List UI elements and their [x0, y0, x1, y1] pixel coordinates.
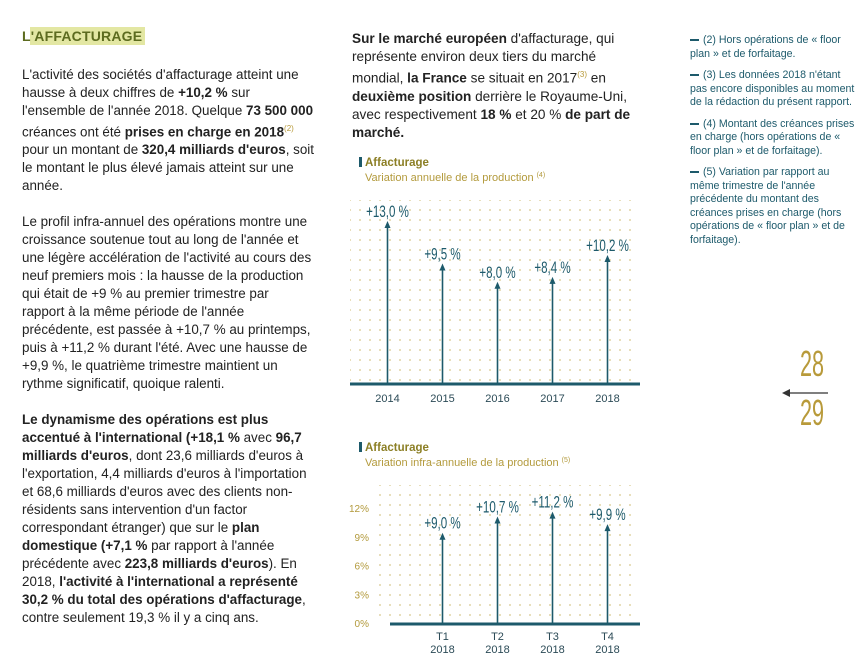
- footnote: (3) Les données 2018 n'étant pas encore …: [690, 69, 855, 108]
- chart-title: Affacturage: [365, 442, 429, 454]
- x-tick-label: T3 2018: [540, 631, 565, 656]
- text-run: plan domestique (+7,1 %: [22, 520, 260, 554]
- x-tick-label: T1 2018: [430, 631, 455, 656]
- x-tick-label: 2016: [485, 393, 510, 405]
- y-tick-label: 12%: [349, 504, 369, 515]
- chart-svg: Affacturage Variation infra-annuelle de l…: [349, 442, 640, 630]
- note-ref: (5): [562, 457, 571, 464]
- text-run: par rapport à l'année précédente avec: [22, 538, 275, 572]
- text-run: 73 500 000: [246, 103, 314, 118]
- x-tick-label: T4 2018: [595, 631, 620, 656]
- stem-head: [494, 516, 501, 524]
- text-run: , contre seulement 19,3 % il y a cinq an…: [22, 592, 306, 626]
- x-tick-label: 2018: [595, 393, 620, 405]
- title-marker: [359, 442, 362, 452]
- footnotes: (2) Hors opérations de « floor plan » et…: [690, 34, 855, 255]
- stem-head: [439, 532, 446, 540]
- text-run: 96,7 milliards d'euros: [22, 430, 302, 464]
- text-run: Le profil infra-annuel des opérations mo…: [22, 214, 312, 392]
- x-tick-label: 2014: [375, 393, 400, 405]
- paragraph: L'activité des sociétés d'affacturage at…: [22, 66, 314, 195]
- stem-head: [549, 276, 556, 284]
- value-label: +9,5 %: [424, 246, 460, 265]
- y-tick-label: 3%: [355, 590, 370, 601]
- text-run: Le dynamisme des opérations est plus acc…: [22, 412, 269, 446]
- x-tick-label: T2 2018: [485, 631, 510, 656]
- dot-grid: [375, 485, 637, 621]
- stem-head: [549, 511, 556, 519]
- chart: Affacturage Variation infra-annuelle de l…: [345, 440, 645, 670]
- text-run: derrière le Royaume-Uni, avec respective…: [352, 88, 627, 122]
- text-run: Sur le marché européen: [352, 31, 507, 46]
- text-run: +10,2 %: [178, 85, 228, 100]
- page-arrow: [782, 389, 828, 397]
- value-label: +8,0 %: [479, 264, 515, 283]
- note-ref: (3): [577, 70, 587, 79]
- value-label: +13,0 %: [366, 203, 409, 222]
- dot-grid: [350, 200, 637, 381]
- chart-title: Affacturage: [365, 157, 429, 169]
- middle-column: Sur le marché européen d'affacturage, qu…: [352, 30, 642, 160]
- stem-head: [604, 524, 611, 532]
- text-run: la France: [407, 70, 467, 86]
- text-run: , soit le montant le plus élevé jamais a…: [22, 142, 314, 194]
- text-run: créances ont été: [22, 124, 125, 140]
- footnote: (2) Hors opérations de « floor plan » et…: [690, 34, 855, 61]
- note-ref: (4): [537, 172, 546, 179]
- text-run: avec: [239, 430, 276, 446]
- text-run: 320,4 milliards d'euros: [141, 142, 286, 158]
- text-run: en: [587, 70, 606, 86]
- value-label: +10,7 %: [476, 498, 519, 517]
- text-run: se situait en 2017: [466, 70, 578, 86]
- paragraph: Le profil infra-annuel des opérations mo…: [22, 213, 314, 393]
- chart-svg: Affacturage Variation annuelle de la prod…: [350, 157, 640, 386]
- text-run: , dont 23,6 milliards d'euros à l'export…: [22, 448, 307, 536]
- paragraph: Sur le marché européen d'affacturage, qu…: [352, 30, 642, 142]
- text-run: 18 %: [480, 106, 512, 122]
- chart-subtitle: Variation infra-annuelle de la productio…: [365, 457, 570, 469]
- page-number: 29: [800, 392, 825, 433]
- text-run: L'activité des sociétés d'affacturage at…: [22, 67, 299, 100]
- title-marker: [359, 157, 362, 167]
- y-tick-label: 6%: [355, 562, 370, 573]
- subtitle-text: Variation infra-annuelle de la productio…: [365, 457, 559, 469]
- stem-head: [604, 255, 611, 263]
- value-label: +9,0 %: [424, 515, 460, 534]
- chart-subtitle: Variation annuelle de la production (4): [365, 172, 545, 184]
- stem-head: [494, 281, 501, 289]
- page-number: 28: [800, 343, 825, 384]
- x-tick-label: 2015: [430, 393, 455, 405]
- note-ref: (2): [284, 124, 294, 133]
- footnote: (5) Variation par rapport au même trimes…: [690, 166, 855, 247]
- text-run: d'affacturage, qui représente environ de…: [352, 31, 615, 86]
- text-run: prises en charge en 2018: [124, 124, 285, 140]
- paragraph: Le dynamisme des opérations est plus acc…: [22, 411, 314, 627]
- text-run: de part de marché.: [352, 106, 631, 140]
- subtitle-text: Variation annuelle de la production: [365, 172, 534, 184]
- text-run: 223,8 milliards d'euros: [124, 556, 269, 572]
- y-tick-label: 0%: [355, 619, 370, 630]
- value-label: +9,9 %: [589, 506, 625, 525]
- text-run: et 20 %: [511, 106, 566, 122]
- chart: Affacturage Variation annuelle de la prod…: [345, 155, 645, 420]
- value-label: +8,4 %: [534, 259, 570, 278]
- value-label: +11,2 %: [532, 494, 574, 513]
- x-tick-label: 2017: [540, 393, 565, 405]
- text-run: l'activité à l'international a représent…: [22, 574, 302, 608]
- text-run: pour un montant de: [22, 142, 142, 158]
- text-run: ). En 2018,: [22, 556, 297, 590]
- stem-head: [439, 263, 446, 271]
- left-column: L'activité des sociétés d'affacturage at…: [22, 66, 314, 645]
- footnote: (4) Montant des créances prises en charg…: [690, 117, 855, 157]
- text-run: sur l'ensemble de l'année 2018. Quelque: [22, 85, 250, 118]
- section-heading: L'AFFACTURAGE: [22, 27, 146, 45]
- stem-head: [384, 221, 391, 228]
- value-label: +10,2 %: [586, 237, 629, 256]
- text-run: deuxième position: [352, 88, 472, 104]
- y-tick-label: 9%: [355, 533, 370, 544]
